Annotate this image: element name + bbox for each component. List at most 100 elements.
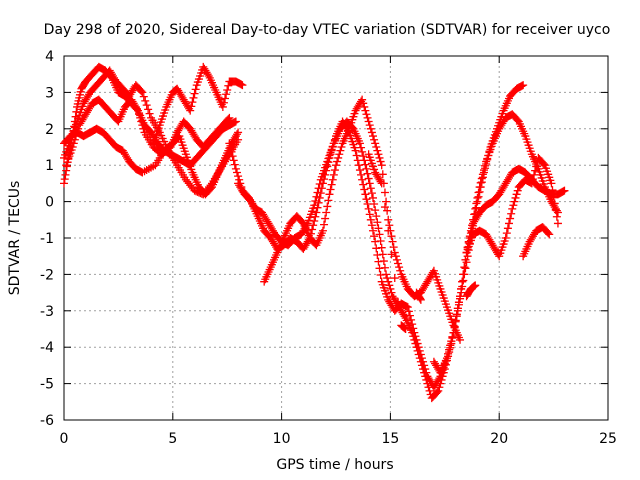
data-point bbox=[336, 146, 345, 155]
data-point bbox=[137, 117, 146, 126]
data-point bbox=[411, 332, 420, 341]
data-point bbox=[452, 310, 461, 319]
x-tick-label: 10 bbox=[273, 431, 291, 447]
data-point bbox=[326, 150, 335, 159]
data-point bbox=[323, 162, 332, 171]
data-point bbox=[370, 232, 379, 241]
data-point bbox=[386, 284, 395, 293]
y-tick-label: 0 bbox=[45, 195, 54, 211]
data-point bbox=[317, 184, 326, 193]
data-point bbox=[368, 132, 377, 141]
data-point bbox=[372, 244, 381, 253]
data-point bbox=[323, 202, 332, 211]
data-point bbox=[395, 263, 404, 272]
data-point bbox=[370, 135, 379, 144]
data-point bbox=[320, 175, 329, 184]
data-point bbox=[409, 324, 418, 333]
data-point bbox=[519, 81, 528, 90]
data-point bbox=[358, 95, 367, 104]
data-point bbox=[407, 315, 416, 324]
data-point bbox=[362, 195, 371, 204]
data-point bbox=[476, 178, 485, 187]
data-point bbox=[376, 157, 385, 166]
data-point bbox=[421, 365, 430, 374]
data-point bbox=[445, 345, 454, 354]
y-tick-label: -3 bbox=[40, 304, 54, 320]
data-point bbox=[416, 295, 425, 304]
data-point bbox=[363, 169, 372, 178]
data-point bbox=[545, 230, 554, 239]
data-point bbox=[60, 179, 68, 188]
data-point bbox=[373, 218, 382, 227]
data-point bbox=[404, 307, 413, 316]
x-tick-label: 5 bbox=[168, 431, 177, 447]
data-point bbox=[380, 203, 389, 212]
data-point bbox=[133, 106, 142, 115]
data-point bbox=[387, 288, 396, 297]
data-point bbox=[326, 185, 335, 194]
data-point bbox=[227, 147, 236, 156]
data-point bbox=[368, 226, 377, 235]
data-point bbox=[132, 104, 141, 113]
data-point bbox=[316, 189, 325, 198]
data-point bbox=[189, 93, 198, 102]
data-point bbox=[144, 105, 153, 114]
data-point bbox=[325, 190, 334, 199]
data-point bbox=[351, 146, 360, 155]
data-point bbox=[414, 343, 423, 352]
data-point bbox=[70, 135, 79, 144]
data-point bbox=[481, 161, 490, 170]
data-point bbox=[552, 212, 561, 221]
data-point bbox=[508, 204, 517, 213]
data-point bbox=[318, 179, 327, 188]
data-point bbox=[553, 219, 562, 228]
x-tick-label: 15 bbox=[381, 431, 399, 447]
data-point bbox=[371, 206, 380, 215]
data-point bbox=[190, 89, 199, 98]
data-point bbox=[549, 192, 558, 201]
data-point bbox=[375, 153, 384, 162]
data-point bbox=[458, 277, 467, 286]
data-point bbox=[387, 232, 396, 241]
data-point bbox=[221, 94, 230, 103]
x-tick-label: 20 bbox=[490, 431, 508, 447]
data-point bbox=[359, 180, 368, 189]
data-point bbox=[425, 386, 434, 395]
data-point bbox=[314, 198, 323, 207]
data-point bbox=[325, 153, 334, 162]
data-point bbox=[392, 255, 401, 264]
data-point bbox=[503, 224, 512, 233]
data-point bbox=[364, 174, 373, 183]
data-point bbox=[510, 197, 519, 206]
data-point bbox=[419, 357, 428, 366]
data-series-6 bbox=[234, 110, 562, 392]
data-point bbox=[468, 224, 476, 233]
y-tick-label: 2 bbox=[45, 122, 54, 138]
data-point bbox=[366, 215, 375, 224]
data-point bbox=[394, 297, 403, 306]
data-point bbox=[225, 113, 234, 122]
y-tick-label: 1 bbox=[45, 158, 54, 174]
data-point bbox=[330, 166, 339, 175]
data-point bbox=[446, 341, 455, 350]
data-point bbox=[218, 102, 227, 111]
data-point bbox=[380, 188, 389, 197]
data-point bbox=[138, 121, 147, 130]
data-point bbox=[550, 199, 559, 208]
data-point bbox=[376, 271, 385, 280]
y-tick-label: -4 bbox=[40, 340, 54, 356]
data-point bbox=[311, 212, 320, 221]
data-point bbox=[355, 139, 364, 148]
data-point bbox=[332, 161, 340, 170]
data-point bbox=[449, 328, 458, 337]
data-point bbox=[224, 115, 233, 124]
data-point bbox=[501, 234, 510, 242]
data-point bbox=[388, 237, 397, 246]
data-point bbox=[530, 170, 539, 179]
data-point bbox=[322, 166, 331, 175]
data-point bbox=[478, 170, 487, 179]
data-point bbox=[145, 109, 154, 118]
chart-grid bbox=[64, 56, 608, 420]
data-point bbox=[363, 113, 372, 122]
data-point bbox=[511, 193, 520, 202]
